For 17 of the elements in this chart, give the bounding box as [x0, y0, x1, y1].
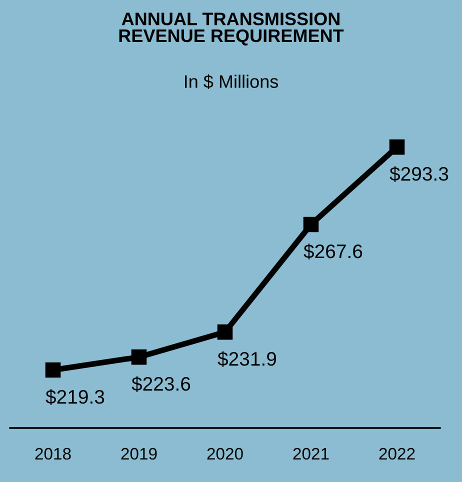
- x-tick-label: 2019: [121, 448, 157, 460]
- x-tick-label: 2018: [35, 448, 71, 460]
- chart-subtitle: In $ Millions: [185, 74, 278, 90]
- data-label: $223.6: [132, 376, 190, 392]
- point: [389, 139, 405, 155]
- point: [217, 324, 233, 340]
- x-tick-label: 2022: [379, 448, 415, 460]
- data-label: $293.3: [390, 166, 448, 182]
- point: [45, 362, 61, 378]
- data-label: $231.9: [218, 351, 276, 367]
- x-tick-label: 2021: [293, 448, 329, 460]
- point: [131, 349, 147, 365]
- data-label: $267.6: [304, 244, 362, 260]
- chart-title: ANNUAL TRANSMISSION REVENUE REQUIREMENT: [119, 12, 344, 46]
- point: [303, 216, 319, 232]
- data-label: $219.3: [46, 389, 104, 405]
- x-tick-label: 2020: [207, 448, 243, 460]
